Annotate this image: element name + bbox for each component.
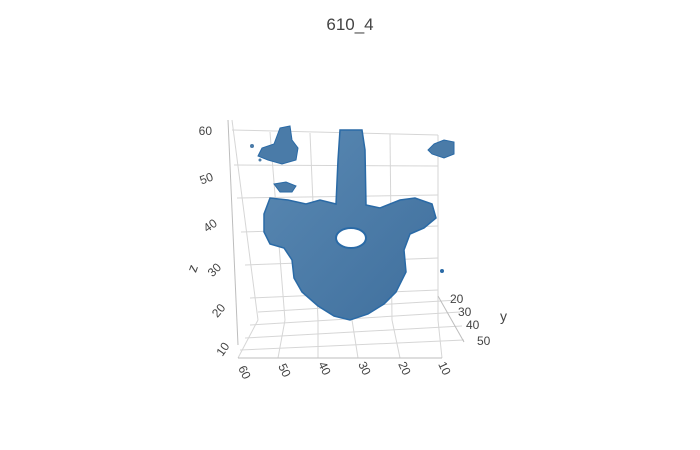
mesh-surface[interactable] [250,125,455,321]
x-axis-ticks: 60 50 40 30 20 10 [235,359,453,381]
mesh-speck-1 [250,144,254,148]
mesh-fragment-small[interactable] [273,181,297,193]
x-tick-label: 30 [355,359,373,377]
z-axis-ticks: 60 50 40 30 20 10 [198,124,233,359]
y-tick-label: 50 [477,334,491,348]
z-axis-title: z [184,262,201,274]
x-tick-label: 40 [315,359,333,377]
x-tick-label: 50 [275,361,293,379]
x-tick-label: 10 [435,359,453,377]
chart-title: 610_4 [326,15,373,34]
y-tick-label: 30 [458,305,472,319]
mesh-fragment-left[interactable] [257,125,299,165]
mesh-foramen [335,227,367,249]
y-tick-label: 40 [466,318,480,332]
y-axis-line [437,295,465,343]
mesh-speck-3 [258,158,262,162]
y-axis-ticks: 20 30 40 50 [450,292,491,348]
z-axis-line [227,119,239,346]
mesh-speck-2 [440,269,444,273]
mesh-fragment-right[interactable] [427,139,455,159]
z-tick-label: 20 [209,301,229,320]
y-tick-label: 20 [450,292,464,306]
mesh-main-body[interactable] [263,129,437,321]
x-tick-label: 60 [235,363,253,381]
z-tick-label: 60 [199,124,213,138]
z-tick-label: 40 [201,216,220,235]
z-tick-label: 30 [205,260,225,280]
y-axis-title: y [500,308,507,324]
z-tick-label: 10 [213,339,232,358]
x-tick-label: 20 [395,359,413,377]
z-tick-label: 50 [198,170,216,188]
